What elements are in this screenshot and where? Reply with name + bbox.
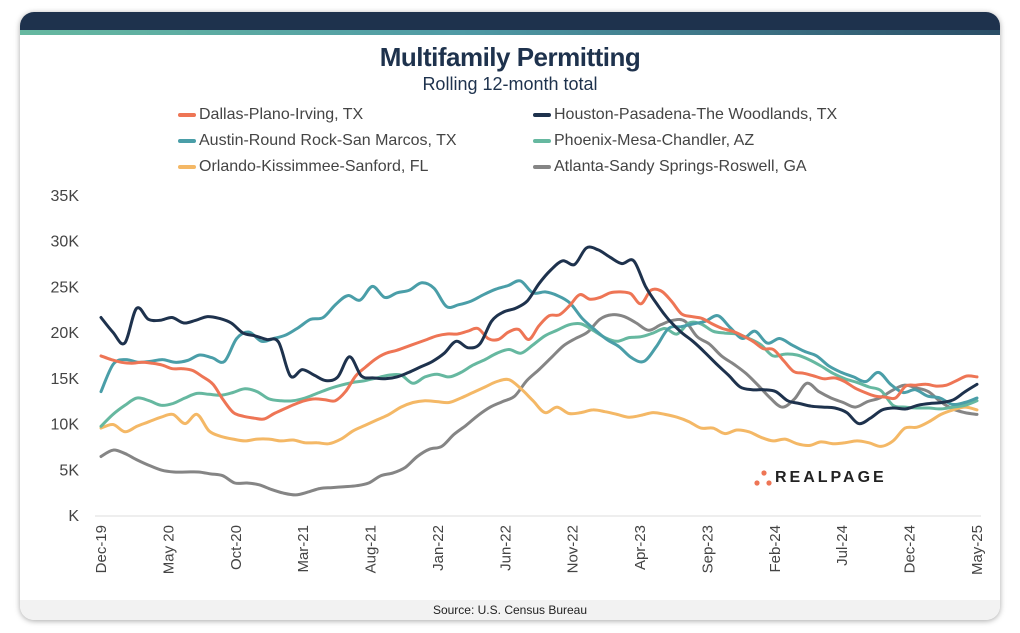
legend-item-austin: Austin-Round Rock-San Marcos, TX — [178, 132, 457, 150]
legend-item-dallas: Dallas-Plano-Irving, TX — [178, 106, 363, 124]
series-line-phoenix — [99, 320, 979, 428]
y-axis: K 5K 10K 15K 20K 25K 30K 35K — [51, 188, 80, 525]
x-tick-label: Aug-21 — [363, 525, 380, 573]
realpage-dots-icon — [754, 470, 772, 486]
y-tick-label: K — [68, 508, 79, 525]
legend-label-dallas: Dallas-Plano-Irving, TX — [199, 106, 364, 123]
legend-item-atlanta: Atlanta-Sandy Springs-Roswell, GA — [533, 158, 807, 176]
x-tick-label: Jan-22 — [430, 525, 447, 571]
realpage-logo-text: REALPAGE — [775, 469, 887, 486]
legend-label-orlando: Orlando-Kissimmee-Sanford, FL — [199, 158, 429, 175]
x-tick-label: Apr-23 — [632, 525, 649, 570]
x-tick-label: May-25 — [969, 525, 986, 575]
x-tick-label: Jul-24 — [834, 525, 851, 566]
series-lines — [99, 245, 979, 497]
header-accent-stripe — [20, 30, 1000, 35]
chart-subtitle: Rolling 12-month total — [422, 74, 598, 94]
series-line-orlando — [99, 377, 979, 448]
legend-swatch-dallas — [178, 113, 196, 117]
series-line-houston — [99, 245, 979, 426]
y-tick-label: 5K — [59, 462, 79, 479]
line-chart: K 5K 10K 15K 20K 25K 30K 35K Dec-19 May 20 Oct-20… — [51, 188, 986, 575]
x-tick-label: Oct-20 — [228, 525, 245, 570]
legend-swatch-orlando — [178, 165, 196, 169]
x-tick-label: Nov-22 — [565, 525, 582, 573]
x-tick-label: May 20 — [160, 525, 177, 574]
y-tick-label: 10K — [51, 417, 80, 434]
source-note: Source: U.S. Census Bureau — [432, 603, 588, 617]
series-line-dallas — [99, 287, 979, 421]
legend-item-houston: Houston-Pasadena-The Woodlands, TX — [533, 106, 837, 124]
legend-label-austin: Austin-Round Rock-San Marcos, TX — [199, 132, 457, 149]
legend-label-houston: Houston-Pasadena-The Woodlands, TX — [554, 106, 838, 123]
legend-swatch-houston — [533, 113, 551, 117]
x-tick-label: Mar-21 — [295, 525, 312, 573]
source-footer: Source: U.S. Census Bureau — [20, 600, 1000, 620]
legend-label-phoenix: Phoenix-Mesa-Chandler, AZ — [554, 132, 755, 149]
y-tick-label: 30K — [51, 234, 80, 251]
x-tick-label: Dec-24 — [902, 525, 919, 573]
legend-swatch-phoenix — [533, 139, 551, 143]
y-tick-label: 25K — [51, 279, 80, 296]
legend-item-phoenix: Phoenix-Mesa-Chandler, AZ — [533, 132, 754, 150]
legend-item-orlando: Orlando-Kissimmee-Sanford, FL — [178, 158, 428, 176]
chart-title: Multifamily Permitting — [379, 42, 641, 72]
x-tick-label: Dec-19 — [93, 525, 110, 573]
legend-swatch-austin — [178, 139, 196, 143]
legend-swatch-atlanta — [533, 165, 551, 169]
legend-label-atlanta: Atlanta-Sandy Springs-Roswell, GA — [554, 158, 807, 175]
x-axis: Dec-19 May 20 Oct-20 Mar-21 Aug-21 Jan-22 Jun-… — [93, 525, 986, 575]
header-bar — [20, 12, 1000, 30]
y-tick-label: 35K — [51, 188, 80, 205]
y-tick-label: 20K — [51, 325, 80, 342]
y-tick-label: 15K — [51, 371, 80, 388]
x-tick-label: Feb-24 — [767, 525, 784, 573]
series-line-austin — [99, 279, 979, 407]
chart-card: Multifamily Permitting Rolling 12-month … — [20, 12, 1000, 620]
x-tick-label: Jun-22 — [497, 525, 514, 571]
realpage-logo: REALPAGE — [753, 468, 887, 488]
series-line-atlanta — [99, 313, 979, 497]
x-tick-label: Sep-23 — [699, 525, 716, 573]
